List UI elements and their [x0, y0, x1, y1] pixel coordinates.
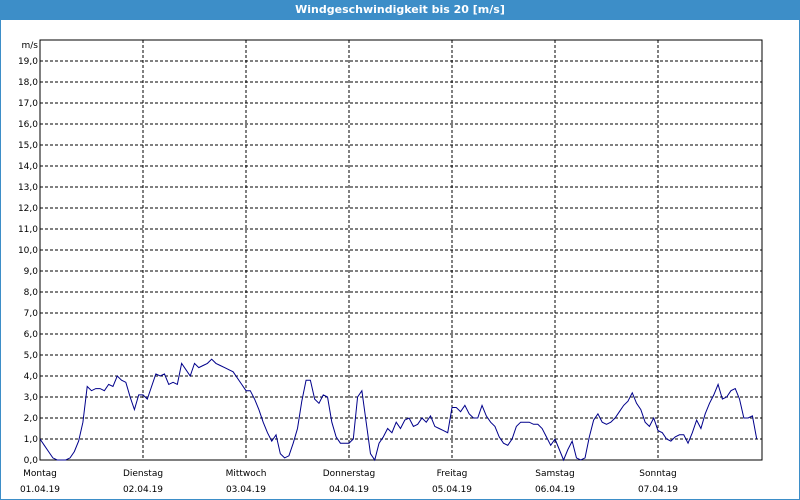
x-axis-ticks: Montag 01.04.19 Dienstag 02.04.19 Mittwoch 03…: [20, 469, 678, 495]
y-tick-label: 9,0: [24, 267, 39, 277]
y-tick-label: 16,0: [18, 120, 38, 130]
x-tick-day-label: Freitag: [437, 469, 468, 479]
y-tick-label: 3,0: [24, 393, 39, 403]
y-axis-ticks: 0,0 1,0 2,0 3,0 4,0 5,0 6,0 7,0 8,0 9,0 10,0 11,0 12…: [18, 57, 38, 466]
y-tick-label: 11,0: [18, 225, 38, 235]
x-tick-day-label: Mittwoch: [226, 469, 267, 479]
grid-lines: [40, 40, 762, 460]
y-tick-label: 12,0: [18, 204, 38, 214]
x-tick-date-label: 04.04.19: [329, 485, 369, 495]
y-tick-label: 1,0: [24, 435, 39, 445]
x-tick-date-label: 06.04.19: [535, 485, 575, 495]
y-tick-label: 14,0: [18, 162, 38, 172]
y-tick-label: 15,0: [18, 141, 38, 151]
x-tick-date-label: 01.04.19: [20, 485, 60, 495]
y-tick-label: 18,0: [18, 78, 38, 88]
chart-title: Windgeschwindigkeit bis 20 [m/s]: [295, 3, 505, 16]
y-axis-label: m/s: [22, 41, 39, 51]
y-tick-label: 0,0: [24, 456, 39, 466]
y-tick-label: 17,0: [18, 99, 38, 109]
y-tick-label: 7,0: [24, 309, 39, 319]
y-tick-label: 13,0: [18, 183, 38, 193]
y-tick-label: 6,0: [24, 330, 39, 340]
wind-speed-line: [39, 358, 758, 462]
x-tick-day-label: Sonntag: [639, 469, 676, 479]
x-tick-day-label: Montag: [23, 469, 57, 479]
x-tick-day-label: Dienstag: [123, 469, 163, 479]
x-tick-day-label: Donnerstag: [323, 469, 376, 479]
y-tick-label: 4,0: [24, 372, 39, 382]
x-tick-date-label: 07.04.19: [638, 485, 678, 495]
x-tick-date-label: 02.04.19: [123, 485, 163, 495]
plot-area: [39, 39, 763, 461]
y-tick-label: 8,0: [24, 288, 39, 298]
y-tick-label: 10,0: [18, 246, 38, 256]
title-bar: [0, 0, 800, 20]
x-tick-date-label: 05.04.19: [432, 485, 472, 495]
x-tick-day-label: Samstag: [535, 469, 574, 479]
y-tick-label: 5,0: [24, 351, 39, 361]
y-tick-label: 19,0: [18, 57, 38, 67]
x-tick-date-label: 03.04.19: [226, 485, 266, 495]
y-tick-label: 2,0: [24, 414, 39, 424]
